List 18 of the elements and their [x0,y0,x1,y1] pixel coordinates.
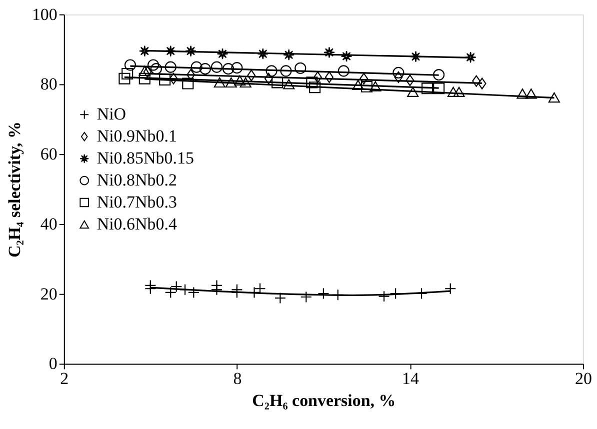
x-tick-label: 14 [402,369,420,388]
y-tick-label: 80 [40,74,58,94]
legend-label: Ni0.85Nb0.15 [96,148,194,168]
legend-label: Ni0.6Nb0.4 [96,214,178,234]
y-axis-title: C₂H₄ selectivity, % [4,122,24,258]
y-tick-label: 100 [32,4,58,24]
legend-label: Ni0.7Nb0.3 [96,192,177,212]
y-tick-label: 40 [40,214,58,234]
legend-label: Ni0.8Nb0.2 [96,170,177,190]
y-tick-label: 20 [40,284,58,304]
legend-label: NiO [96,104,126,124]
x-tick-label: 20 [575,369,592,388]
x-axis-title: C₂H₆ conversion, % [252,391,396,410]
x-tick-label: 8 [233,369,242,388]
x-tick-label: 2 [60,369,69,388]
y-tick-label: 60 [40,144,58,164]
legend-label: Ni0.9Nb0.1 [96,126,177,146]
y-tick-label: 0 [48,354,58,374]
